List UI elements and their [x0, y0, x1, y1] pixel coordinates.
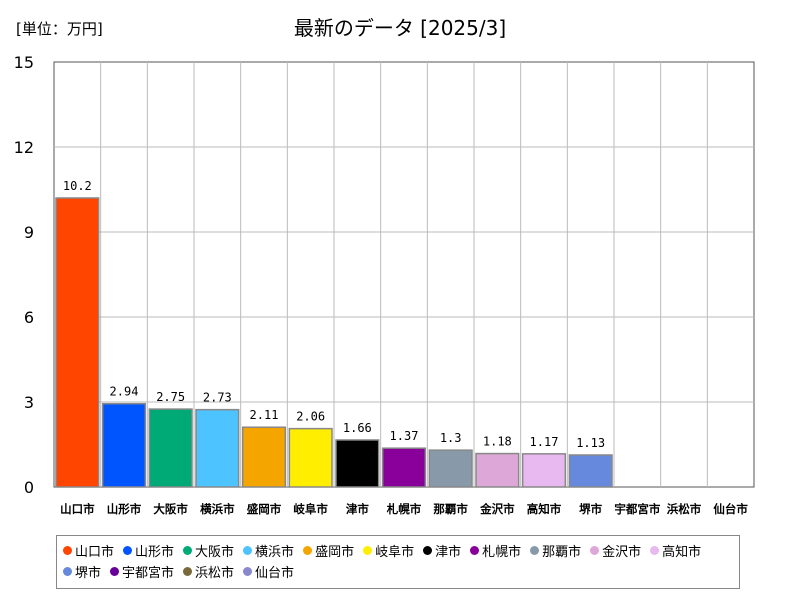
data-label: 2.73: [203, 391, 232, 405]
x-tick-label: 高知市: [527, 502, 562, 516]
bar: [521, 453, 567, 488]
data-label: 1.3: [440, 431, 462, 445]
bar: [381, 447, 427, 488]
legend-dot-icon: [63, 546, 72, 555]
x-tick-label: 山口市: [60, 502, 95, 516]
legend-dot-icon: [183, 567, 193, 576]
data-label: 2.06: [296, 410, 325, 424]
y-tick-label: 3: [24, 393, 34, 412]
data-label: 1.37: [390, 429, 419, 443]
bar: [568, 454, 613, 488]
y-tick-label: 12: [14, 138, 34, 157]
legend-label: 浜松市: [195, 566, 235, 581]
legend-label: 盛岡市: [315, 545, 355, 560]
legend-label: 仙台市: [255, 566, 295, 581]
legend-label: 大阪市: [195, 545, 235, 560]
legend-label: 津市: [435, 545, 462, 560]
legend-item: 高知市: [650, 540, 701, 561]
legend-label: 那覇市: [542, 545, 582, 560]
legend-label: 岐阜市: [375, 545, 415, 560]
legend-dot-icon: [530, 546, 540, 555]
legend-dot-icon: [183, 546, 193, 555]
y-tick-label: 9: [24, 223, 34, 242]
bar: [335, 439, 380, 488]
legend-item: 宇都宮市: [110, 561, 174, 582]
x-tick-label: 那覇市: [433, 502, 468, 516]
legend-dot-icon: [243, 546, 253, 555]
y-tick-label: 0: [24, 478, 34, 497]
legend-label: 堺市: [75, 566, 102, 581]
bar: [101, 402, 147, 488]
y-tick-label: 6: [24, 308, 34, 327]
x-tick-label: 津市: [346, 502, 369, 516]
legend-dot-icon: [590, 546, 600, 555]
data-label: 1.17: [530, 435, 559, 449]
legend-item: 岐阜市: [363, 540, 414, 561]
bar: [195, 408, 240, 488]
x-tick-label: 山形市: [107, 502, 142, 516]
legend-item: 山形市: [123, 540, 174, 561]
x-tick-label: 堺市: [579, 502, 602, 516]
legend-dot-icon: [470, 546, 480, 555]
legend-label: 札幌市: [482, 545, 522, 560]
legend-item: 金沢市: [590, 540, 641, 561]
legend-dot-icon: [423, 546, 433, 555]
data-label: 1.66: [343, 421, 372, 435]
unit-label: [単位：万円]: [16, 20, 103, 38]
legend-item: 横浜市: [243, 540, 294, 561]
legend-dot-icon: [110, 567, 120, 576]
legend-dot-icon: [123, 546, 133, 555]
data-label: 10.2: [63, 179, 92, 193]
legend-item: 浜松市: [183, 561, 234, 582]
x-tick-label: 浜松市: [667, 502, 702, 516]
bar: [241, 426, 287, 488]
x-tick-label: 宇都宮市: [614, 502, 660, 516]
legend-label: 宇都宮市: [122, 566, 175, 581]
legend-dot-icon: [650, 546, 660, 555]
legend-label: 金沢市: [602, 545, 642, 560]
x-tick-label: 大阪市: [153, 502, 188, 516]
legend-item: 津市: [423, 540, 461, 561]
legend-item: 仙台市: [243, 561, 294, 582]
data-label: 1.13: [576, 436, 605, 450]
legend-dot-icon: [303, 546, 313, 555]
x-tick-label: 岐阜市: [293, 502, 328, 516]
legend-item: 札幌市: [470, 540, 521, 561]
legend-dot-icon: [243, 567, 253, 576]
data-label: 1.18: [483, 435, 512, 449]
legend-label: 山形市: [135, 545, 175, 560]
bar: [55, 197, 100, 488]
data-label: 2.75: [156, 390, 185, 404]
x-tick-label: 仙台市: [713, 502, 748, 516]
x-tick-label: 金沢市: [479, 502, 515, 516]
chart-title: 最新のデータ [2025/3]: [293, 16, 507, 40]
chart-legend: 山口市 山形市 大阪市 横浜市 盛岡市 岐阜市 津市 札幌市 那覇市 金沢市 高知市堺市 宇都宮市 浜松…: [56, 535, 740, 589]
bar: [428, 449, 473, 488]
data-label: 2.94: [110, 385, 139, 399]
bar: [288, 427, 333, 488]
legend-label: 高知市: [662, 545, 702, 560]
bar-chart: 10.2 2.94 2.75 2.73 2.11 2.06 1.66 1.37 1.3 1.18 1…: [14, 53, 755, 516]
legend-item: 盛岡市: [303, 540, 354, 561]
legend-item: 大阪市: [183, 540, 234, 561]
legend-label: 横浜市: [255, 545, 295, 560]
data-label: 2.11: [250, 408, 279, 422]
legend-item: 那覇市: [530, 540, 581, 561]
legend-dot-icon: [363, 546, 373, 555]
y-tick-label: 15: [14, 53, 34, 72]
bar: [475, 452, 520, 488]
x-tick-label: 札幌市: [386, 502, 422, 516]
x-tick-label: 盛岡市: [247, 502, 282, 516]
legend-label: 山口市: [75, 545, 115, 560]
legend-item: 堺市: [63, 561, 101, 582]
legend-dot-icon: [63, 567, 72, 576]
bar: [148, 408, 193, 488]
x-tick-label: 横浜市: [200, 502, 235, 516]
legend-item: 山口市: [63, 540, 114, 561]
